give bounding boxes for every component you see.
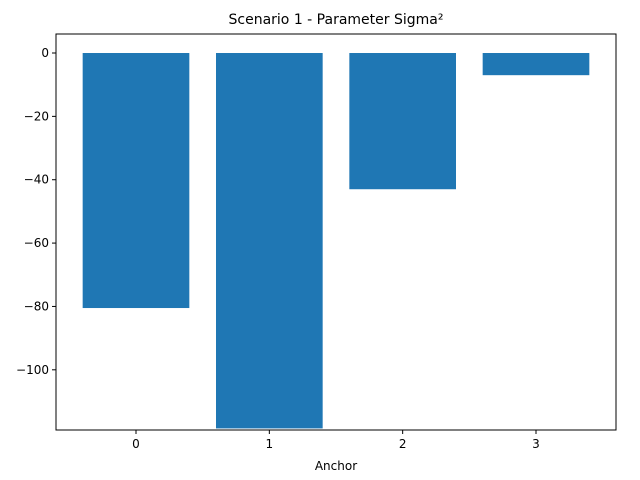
x-tick-label: 0 — [132, 437, 140, 451]
y-tick-label: −100 — [16, 363, 49, 377]
y-axis-ticks: 0 −20 −40 −60 −80 −100 — [16, 46, 56, 377]
y-tick-label: −20 — [24, 109, 49, 123]
bar-1 — [216, 53, 323, 429]
y-tick-label: −60 — [24, 236, 49, 250]
x-tick-label: 2 — [399, 437, 407, 451]
bar-0 — [82, 53, 190, 309]
bars-group — [82, 53, 590, 429]
y-tick-label: −40 — [24, 173, 49, 187]
x-axis-ticks: 0 1 2 3 — [132, 430, 540, 451]
bar-3 — [482, 53, 590, 76]
plot-frame — [55, 33, 617, 431]
x-tick-label: 3 — [532, 437, 540, 451]
x-tick-label: 1 — [266, 437, 274, 451]
y-tick-label: 0 — [41, 46, 49, 60]
chart-title: Scenario 1 - Parameter Sigma² — [229, 12, 444, 28]
y-tick-label: −80 — [24, 299, 49, 313]
bar-2 — [349, 53, 456, 190]
x-axis-title: Anchor — [315, 459, 357, 473]
